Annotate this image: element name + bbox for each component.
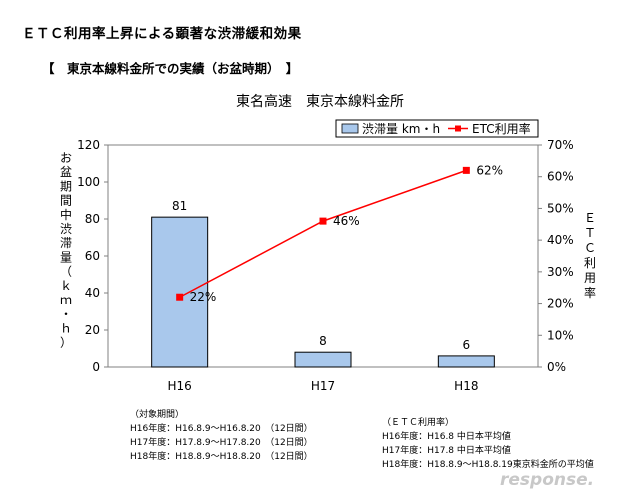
notes-target-period: （対象期間） H16年度：H16.8.9～H16.8.20 （12日間） H17… bbox=[130, 408, 313, 464]
left-axis-label-char: 量 bbox=[60, 250, 72, 264]
right-axis-tick-label: 40% bbox=[547, 233, 574, 247]
right-axis-tick-label: 70% bbox=[547, 138, 574, 152]
chart-title: 東名高速 東京本線料金所 bbox=[236, 94, 404, 110]
legend-bar-label: 渋滞量 km・h bbox=[362, 122, 440, 136]
legend-line-marker bbox=[455, 125, 461, 132]
right-axis-label-char: 率 bbox=[584, 285, 596, 300]
notes-heading: （対象期間） bbox=[130, 410, 185, 420]
x-axis-category-label: H16 bbox=[168, 379, 192, 393]
left-axis-label-char: 渋 bbox=[60, 222, 72, 236]
left-axis-label-char: 間 bbox=[60, 194, 72, 208]
left-axis-tick-label: 80 bbox=[85, 212, 100, 226]
left-axis-label-char: （ bbox=[60, 265, 72, 279]
left-axis-label-char: 中 bbox=[60, 207, 72, 222]
bar bbox=[294, 351, 352, 368]
right-axis-label-char: Ｅ bbox=[584, 211, 596, 225]
etc-rate-line bbox=[179, 169, 467, 298]
left-axis-label-char: ） bbox=[60, 336, 72, 350]
x-axis-category-label: H17 bbox=[311, 379, 335, 393]
bar-value-label: 81 bbox=[172, 199, 187, 213]
bar bbox=[151, 216, 209, 368]
section-subheading: 【 東京本線料金所での実績（お盆時期） 】 bbox=[42, 61, 299, 76]
etc-rate-value-label: 46% bbox=[333, 214, 360, 228]
left-axis-tick-label: 20 bbox=[85, 323, 100, 337]
left-axis-label-char: お bbox=[60, 151, 72, 165]
left-axis-label-char: ｍ bbox=[60, 293, 72, 307]
notes-heading: （ＥＴＣ利用率） bbox=[382, 418, 455, 428]
etc-rate-point bbox=[319, 217, 327, 225]
etc-rate-point bbox=[462, 166, 470, 174]
legend-line-label: ETC利用率 bbox=[472, 121, 531, 136]
notes-line: H18年度：H18.8.9～H18.8.19東京料金所の平均値 bbox=[382, 460, 594, 470]
left-axis-label-char: 期 bbox=[60, 179, 72, 193]
right-axis-tick-label: 50% bbox=[547, 201, 574, 215]
right-axis-tick-label: 0% bbox=[547, 360, 566, 374]
right-axis-tick-label: 20% bbox=[547, 297, 574, 311]
etc-rate-value-label: 22% bbox=[190, 290, 217, 304]
etc-rate-point bbox=[176, 293, 184, 301]
left-axis-tick-label: 120 bbox=[77, 138, 100, 152]
right-axis-tick-label: 60% bbox=[547, 170, 574, 184]
bar-value-label: 8 bbox=[319, 334, 327, 348]
right-axis-label-char: Ｃ bbox=[584, 241, 596, 255]
notes-line: H17年度：H17.8.9～H17.8.20 （12日間） bbox=[130, 438, 313, 448]
left-axis-label-char: ・ bbox=[60, 307, 72, 321]
left-axis-label-char: ｋ bbox=[60, 279, 72, 293]
right-axis-label-char: Ｔ bbox=[584, 226, 596, 240]
left-axis-tick-label: 100 bbox=[77, 175, 100, 189]
notes-line: H16年度：H16.8 中日本平均値 bbox=[382, 432, 511, 442]
bar-value-label: 6 bbox=[463, 338, 471, 352]
etc-rate-value-label: 62% bbox=[476, 163, 503, 177]
left-axis-tick-label: 40 bbox=[85, 286, 100, 300]
legend-box bbox=[335, 119, 539, 138]
notes-line: H17年度：H17.8 中日本平均値 bbox=[382, 446, 511, 456]
right-axis-label-char: 利 bbox=[584, 256, 596, 270]
legend-bar-swatch bbox=[341, 123, 359, 134]
x-axis-category-label: H18 bbox=[454, 379, 478, 393]
left-axis-tick-label: 60 bbox=[85, 249, 100, 263]
left-axis-label-char: ｈ bbox=[60, 321, 72, 335]
right-axis-tick-label: 10% bbox=[547, 328, 574, 342]
right-axis-tick-label: 30% bbox=[547, 265, 574, 279]
bar bbox=[437, 355, 495, 368]
left-axis-label-char: 盆 bbox=[60, 165, 72, 179]
notes-line: H18年度：H18.8.9～H18.8.20 （12日間） bbox=[130, 452, 313, 462]
notes-etc-rate: （ＥＴＣ利用率） H16年度：H16.8 中日本平均値 H17年度：H17.8 … bbox=[382, 416, 594, 472]
left-axis-tick-label: 0 bbox=[92, 360, 100, 374]
left-axis-label-char: 滞 bbox=[60, 236, 72, 250]
page-heading: ＥＴＣ利用率上昇による顕著な渋滞緩和効果 bbox=[22, 26, 302, 42]
watermark-logo: response. bbox=[500, 470, 595, 490]
notes-line: H16年度：H16.8.9～H16.8.20 （12日間） bbox=[130, 424, 313, 434]
right-axis-label-char: 用 bbox=[584, 271, 596, 285]
